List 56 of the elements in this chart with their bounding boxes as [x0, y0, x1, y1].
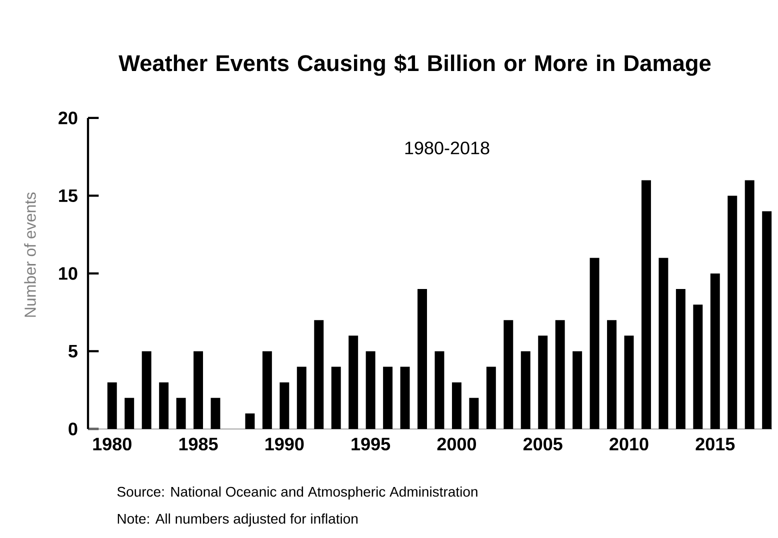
x-tick-label: 1995: [352, 438, 390, 450]
x-tick-label: 1985: [179, 438, 218, 450]
y-tick-label: 20: [58, 112, 78, 124]
text: 1980-2018: [405, 142, 490, 154]
bar: [520, 351, 530, 429]
bar: [676, 289, 686, 429]
bar: [728, 196, 738, 429]
bar: [538, 336, 548, 429]
bar: [176, 398, 186, 429]
bar: [434, 351, 444, 429]
bar: [262, 351, 272, 429]
bar: [280, 382, 290, 429]
bar: [210, 398, 220, 429]
x-tick-label: 2005: [523, 438, 562, 450]
y-tick-label: 5: [68, 344, 78, 358]
chart-title: Weather Events Causing $1 Billion or More in Damage: [118, 54, 711, 76]
x-tick-label: 1980: [93, 438, 132, 450]
bar: [744, 180, 754, 429]
bar: [296, 366, 306, 429]
x-tick-label: 2000: [437, 438, 476, 450]
bar: [504, 320, 514, 429]
bar: [124, 398, 134, 429]
bar: [418, 289, 427, 429]
bar: [366, 351, 376, 429]
bar: [383, 366, 393, 429]
y-axis-title: Number of events: [24, 192, 36, 317]
source-note: Source: National Oceanic and Atmospheric Administration: [117, 486, 478, 500]
x-tick-label: 1990: [266, 438, 304, 450]
bar: [245, 413, 255, 429]
bar: [142, 351, 152, 429]
bar: [590, 258, 600, 429]
bar: [641, 180, 651, 429]
x-tick-label: 2010: [610, 438, 648, 450]
bar: [710, 273, 720, 429]
bar: [469, 398, 479, 429]
bar: [658, 258, 668, 429]
bar: [107, 382, 117, 429]
y-tick-label: 10: [59, 267, 78, 280]
bar: [624, 336, 634, 429]
y-tick-label: 0: [68, 422, 78, 436]
bar: [693, 304, 703, 429]
bar: [486, 366, 496, 429]
bar: [159, 382, 169, 429]
bar: [555, 320, 565, 429]
bar: [452, 382, 462, 429]
x-tick-label: 2015: [696, 438, 735, 450]
bar: [572, 351, 582, 429]
bar: [331, 366, 341, 429]
bar: [400, 366, 410, 429]
y-tick-label: 15: [59, 189, 78, 202]
text: Note: All numbers adjusted for inflation: [118, 513, 358, 527]
bar: [314, 320, 324, 429]
bar: [348, 336, 358, 429]
bar: [762, 211, 772, 429]
bar: [607, 320, 617, 429]
bar: [194, 351, 204, 429]
